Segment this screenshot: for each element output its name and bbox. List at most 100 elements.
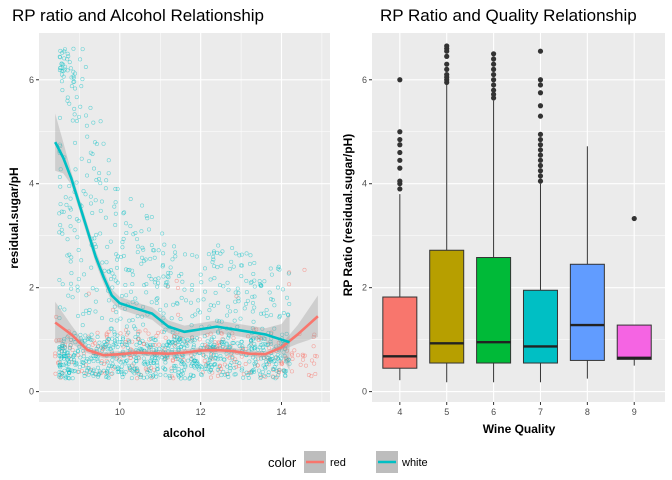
white-point — [269, 313, 274, 318]
red-point — [136, 329, 141, 334]
white-point — [227, 368, 232, 373]
box-outlier — [537, 168, 544, 174]
red-point — [217, 343, 222, 348]
white-point — [139, 255, 144, 260]
white-point — [237, 344, 242, 349]
white-point — [181, 368, 186, 373]
white-point — [95, 365, 100, 370]
white-point — [141, 322, 146, 327]
white-point — [176, 370, 181, 375]
white-point — [61, 209, 66, 214]
left-y-tick-label: 0 — [29, 387, 34, 397]
white-point — [250, 301, 255, 306]
white-point — [157, 346, 162, 351]
white-point — [106, 171, 111, 176]
white-point — [82, 373, 87, 378]
red-point — [124, 328, 129, 333]
left-y-axis-title: residual.sugar/pH — [7, 167, 21, 268]
box-outlier — [490, 71, 497, 78]
white-point — [90, 286, 95, 291]
white-point — [170, 330, 175, 335]
red-point — [81, 351, 86, 356]
white-point — [196, 365, 201, 370]
white-point — [99, 361, 104, 366]
red-point — [234, 364, 239, 369]
white-point — [263, 365, 268, 370]
legend-title: color — [268, 455, 297, 470]
box-outlier — [397, 129, 403, 135]
white-point — [219, 319, 224, 324]
left-x-axis-title: alcohol — [163, 426, 205, 440]
right-y-tick-label: 4 — [362, 179, 367, 189]
white-point — [211, 352, 216, 357]
white-point — [110, 285, 115, 290]
right-y-tick-label: 6 — [362, 75, 367, 85]
white-point — [251, 272, 256, 277]
white-point — [149, 243, 154, 248]
red-point — [92, 341, 97, 346]
white-point — [248, 253, 253, 258]
white-point — [110, 345, 115, 350]
white-point — [57, 230, 62, 235]
white-point — [74, 217, 79, 222]
red-point — [110, 307, 115, 312]
white-point — [106, 366, 111, 371]
white-point — [108, 239, 113, 244]
white-point — [261, 336, 266, 341]
white-point — [67, 346, 72, 351]
red-point — [53, 351, 58, 356]
white-point — [154, 347, 159, 352]
white-point — [105, 374, 110, 379]
white-point — [71, 46, 76, 51]
box-outlier — [537, 142, 544, 148]
white-point — [137, 346, 142, 351]
white-point — [146, 368, 151, 373]
box-outlier — [397, 157, 403, 163]
white-point — [211, 257, 216, 262]
white-point — [276, 373, 281, 378]
white-point — [218, 283, 223, 288]
white-point — [161, 311, 166, 316]
white-point — [92, 166, 97, 171]
white-point — [85, 368, 90, 373]
white-point — [280, 332, 285, 337]
white-point — [212, 342, 217, 347]
white-point — [67, 215, 72, 220]
red-point — [157, 342, 162, 347]
red-point — [256, 356, 261, 361]
white-point — [252, 363, 257, 368]
white-point — [82, 272, 87, 277]
red-point — [213, 340, 218, 345]
white-point — [141, 304, 146, 309]
white-point — [198, 272, 203, 277]
white-point — [139, 229, 144, 234]
white-point — [135, 237, 140, 242]
white-point — [120, 240, 125, 245]
white-point — [187, 376, 192, 381]
right-x-tick-label: 8 — [585, 407, 590, 417]
white-point — [264, 307, 269, 312]
white-point — [182, 376, 187, 381]
white-point — [244, 251, 249, 256]
white-point — [79, 156, 84, 161]
white-point — [59, 374, 64, 379]
white-point — [207, 308, 212, 313]
white-point — [129, 289, 134, 294]
white-point — [247, 344, 252, 349]
red-point — [219, 331, 224, 336]
white-point — [69, 75, 74, 80]
right-x-tick-label: 6 — [491, 407, 496, 417]
white-point — [124, 342, 129, 347]
white-point — [282, 354, 287, 359]
white-point — [276, 264, 281, 269]
white-point — [267, 290, 272, 295]
white-point — [91, 354, 96, 359]
white-point — [174, 354, 179, 359]
white-point — [59, 343, 64, 348]
white-point — [160, 263, 165, 268]
box-outlier — [537, 90, 544, 96]
white-point — [84, 113, 89, 118]
white-point — [67, 205, 72, 210]
white-point — [75, 348, 80, 353]
white-point — [145, 359, 150, 364]
